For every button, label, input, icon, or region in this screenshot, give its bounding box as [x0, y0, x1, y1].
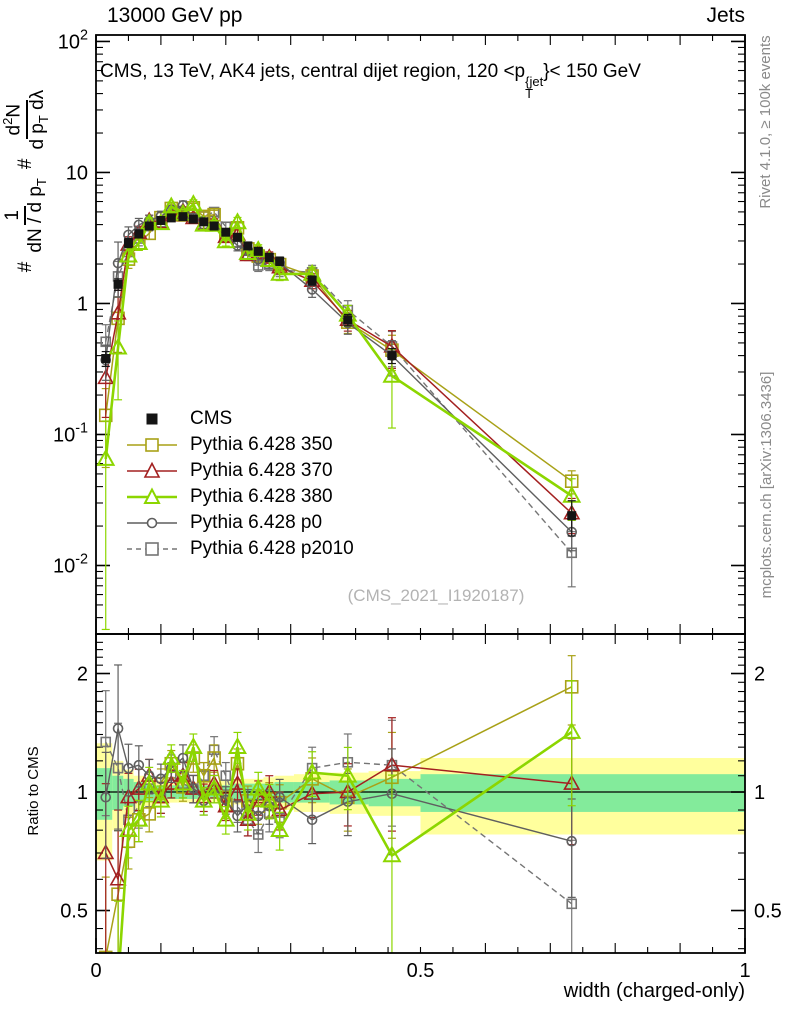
legend-item-cms: CMS [127, 406, 354, 432]
svg-text:0.5: 0.5 [754, 901, 782, 923]
legend-item-py370: Pythia 6.428 370 [127, 458, 354, 484]
plot-title-post: }< 150 GeV [543, 61, 641, 82]
legend-label-py370: Pythia 6.428 370 [190, 460, 333, 481]
legend-label-py380: Pythia 6.428 380 [190, 486, 333, 507]
y-axis-label: # 1 dN / d pT # d2N d pT dλ [0, 89, 51, 273]
legend-item-py_p2010: Pythia 6.428 p2010 [127, 536, 354, 562]
legend-marker-py350 [127, 438, 177, 452]
pt-jet-superscript: {jet T [525, 74, 544, 101]
ratio-axis-label: Ratio to CMS [25, 746, 42, 836]
svg-text:1: 1 [77, 293, 88, 315]
legend-marker-py370 [127, 461, 177, 478]
legend-marker-cms [146, 413, 158, 425]
legend-item-py_p0: Pythia 6.428 p0 [127, 510, 354, 536]
legend-item-py380: Pythia 6.428 380 [127, 484, 354, 510]
legend-label-cms: CMS [190, 408, 233, 429]
svg-text:1: 1 [739, 960, 750, 982]
x-axis-label: width (charged-only) [563, 980, 745, 1002]
svg-text:2: 2 [754, 664, 765, 686]
series-py350 [98, 655, 579, 953]
legend-marker-py_p0 [127, 517, 177, 529]
legend-marker-py380 [127, 487, 177, 504]
svg-text:10: 10 [66, 162, 88, 184]
svg-text:10-1: 10-1 [53, 420, 88, 446]
mcplots-credit-label: mcplots.cern.ch [arXiv:1306.3436] [758, 371, 775, 599]
svg-text:102: 102 [58, 27, 88, 53]
legend-label-py_p0: Pythia 6.428 p0 [190, 512, 323, 533]
series-py_p2010 [100, 690, 578, 953]
legend-label-py_p2010: Pythia 6.428 p2010 [190, 538, 354, 559]
plot-title-pre: CMS, 13 TeV, AK4 jets, central dijet reg… [100, 61, 526, 82]
legend-marker-py_p2010 [127, 542, 177, 556]
svg-text:1: 1 [754, 782, 765, 804]
legend: CMS Pythia 6.428 350 Pythia 6.428 370 Pythi… [127, 406, 354, 562]
svg-text:2: 2 [77, 664, 88, 686]
ratio-panel-frame [95, 633, 746, 954]
series-cms [101, 212, 577, 537]
series-py380 [114, 680, 582, 953]
analysis-id-watermark: (CMS_2021_I1920187) [347, 586, 525, 605]
beam-energy-label: 13000 GeV pp [107, 4, 243, 27]
y-axis-fraction-1: 1 dN / d pT [2, 178, 49, 253]
tick-labels: 102 10 1 10-1 10-2 2 2 1 1 0.5 0.5 0 0.5 1 [53, 27, 782, 982]
svg-text:1: 1 [77, 782, 88, 804]
legend-item-py350: Pythia 6.428 350 [127, 432, 354, 458]
rivet-version-label: Rivet 4.1.0, ≥ 100k events [757, 35, 774, 209]
svg-text:0.5: 0.5 [60, 901, 88, 923]
svg-text:0.5: 0.5 [407, 960, 435, 982]
analysis-group-label: Jets [706, 4, 745, 27]
legend-label-py350: Pythia 6.428 350 [190, 434, 333, 455]
y-axis-fraction-2: d2N d pT dλ [0, 89, 51, 150]
svg-text:10-2: 10-2 [53, 551, 88, 577]
plot-title: CMS, 13 TeV, AK4 jets, central dijet reg… [100, 61, 748, 100]
svg-text:0: 0 [90, 960, 101, 982]
